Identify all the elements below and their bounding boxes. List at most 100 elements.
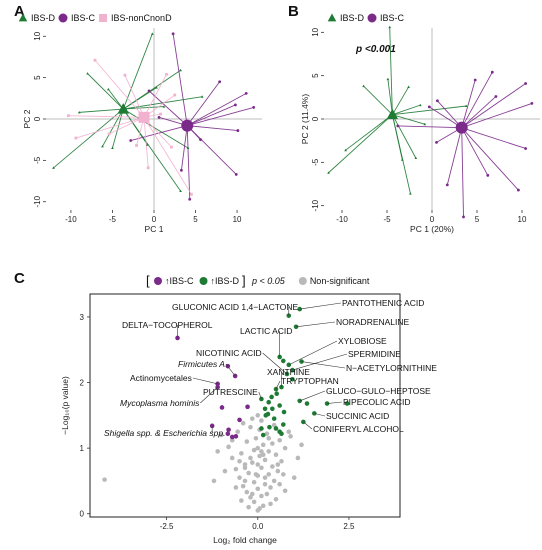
ibs-c-point: [237, 417, 242, 423]
pca-a-point: [107, 132, 111, 136]
volcano-frame: [89, 293, 401, 518]
pca-b-point: [494, 95, 498, 98]
pca-a-point: [171, 32, 175, 36]
pca-a-spoke: [123, 106, 164, 110]
pca-b-point: [344, 148, 347, 152]
ibs-d-point: [297, 306, 303, 312]
pca-a-spoke: [94, 59, 145, 118]
volcano-y-tick-label: 0: [80, 510, 85, 519]
pca-a-spoke: [122, 33, 153, 110]
pca-a-point: [129, 139, 133, 142]
pca-b-point: [418, 103, 422, 107]
pca-b-x-tick-label: 0: [430, 215, 435, 224]
nonsig-point: [235, 429, 241, 435]
nonsig-point: [244, 489, 250, 495]
pca-b-y-tick-label: -10: [311, 199, 320, 211]
nonsig-point: [262, 475, 268, 480]
pca-b-legend-marker: [367, 13, 377, 23]
nonsig-point: [249, 416, 255, 421]
ibs-d-point: [262, 406, 268, 412]
pca-a-spoke: [87, 73, 124, 110]
pca-a-spoke: [187, 125, 238, 132]
pca-a-y-tick-label: -5: [33, 156, 42, 164]
pca-a-spoke: [107, 88, 124, 110]
pca-b-point: [386, 77, 390, 81]
pca-a-spoke: [143, 74, 167, 118]
legend-ibs-d-marker: [199, 277, 208, 285]
pca-b-spoke: [389, 27, 393, 115]
ibs-d-point: [304, 401, 310, 406]
nonsig-point: [257, 506, 262, 511]
nonsig-point: [264, 431, 270, 437]
pca-b-spoke: [461, 127, 519, 191]
volcano-y-tick-label: 3: [80, 313, 85, 322]
volcano-x-axis-title: Log₂ fold change: [213, 535, 277, 545]
pca-b-spoke: [391, 114, 411, 194]
pca-a-point: [157, 115, 161, 119]
nonsig-point: [218, 432, 224, 438]
pca-a-x-axis-title: PC 1: [145, 224, 164, 234]
pca-a-legend-marker: [18, 13, 28, 22]
pca-b-y-tick-label: 10: [311, 27, 320, 36]
pca-a-spoke: [172, 33, 188, 126]
pca-a-point: [52, 166, 55, 169]
nonsig-point: [259, 465, 264, 471]
volcano-leader-line: [296, 321, 336, 328]
pca-b-spoke: [363, 85, 393, 115]
pca-b-spoke: [392, 105, 467, 116]
nonsig-point: [248, 424, 253, 430]
pca-b-legend-label: IBS-D: [340, 13, 365, 23]
nonsig-point: [240, 483, 246, 489]
nonsig-point: [295, 455, 301, 461]
pca-a-x-tick-label: -5: [109, 215, 117, 224]
pca-b-spoke: [328, 114, 393, 174]
volcano-point-label: LACTIC ACID: [240, 326, 292, 336]
legend-bracket-close: ]: [242, 273, 246, 288]
volcano-leader-line: [288, 340, 338, 366]
nonsig-point: [233, 466, 239, 472]
nonsig-point: [229, 455, 235, 461]
volcano-point-label: DELTA−TOCOPHEROL: [122, 320, 213, 330]
ibs-d-point: [280, 358, 286, 364]
pca-a-point: [106, 87, 110, 91]
ibs-d-point: [279, 384, 284, 390]
nonsig-point: [251, 479, 257, 485]
pca-a-spoke: [180, 125, 188, 171]
ibs-d-point: [259, 396, 264, 402]
pca-a-y-tick-label: -10: [33, 195, 42, 207]
pca-a-spoke: [187, 106, 254, 127]
pca-a-y-tick-label: 0: [33, 116, 42, 121]
nonsig-point: [240, 420, 246, 426]
pca-a-point: [244, 91, 248, 95]
pca-b-spoke: [397, 125, 462, 129]
panel-letter-a: A: [14, 3, 25, 20]
pca-a-point: [67, 114, 70, 118]
pca-plot-b: -10 -5 0 5 10 -10 -5 0 5 10 PC 1 (20%) PC 2 (11.4%)…: [300, 13, 540, 234]
pca-b-point: [427, 105, 431, 109]
ibs-d-point: [259, 426, 264, 431]
volcano-leader-line: [262, 352, 288, 375]
pca-a-spoke: [187, 92, 247, 127]
nonsig-point: [266, 435, 272, 441]
pca-b-spoke: [446, 127, 463, 185]
nonsig-point: [255, 413, 261, 418]
ibs-d-point: [260, 432, 266, 438]
pca-a-legend-label: IBS-D: [31, 13, 56, 23]
ibs-d-point: [269, 394, 274, 400]
volcano-point-label: GLUCONIC ACID 1,4−LACTONE: [172, 302, 299, 312]
nonsig-point: [282, 488, 288, 494]
pca-a-point: [111, 146, 114, 150]
pca-a-point: [74, 136, 78, 140]
pca-b-point: [414, 156, 418, 160]
nonsig-point: [242, 465, 248, 471]
pca-a-point: [200, 95, 204, 98]
pca-a-point: [199, 138, 202, 142]
pca-a-y-tick-label: 5: [33, 75, 42, 80]
nonsig-point: [226, 444, 231, 450]
pca-b-spoke: [387, 79, 393, 115]
legend-ibs-d-label: ↑IBS-D: [211, 276, 240, 286]
pca-b-spoke: [392, 86, 409, 115]
nonsig-point: [259, 449, 264, 454]
ibs-d-point: [274, 391, 280, 396]
